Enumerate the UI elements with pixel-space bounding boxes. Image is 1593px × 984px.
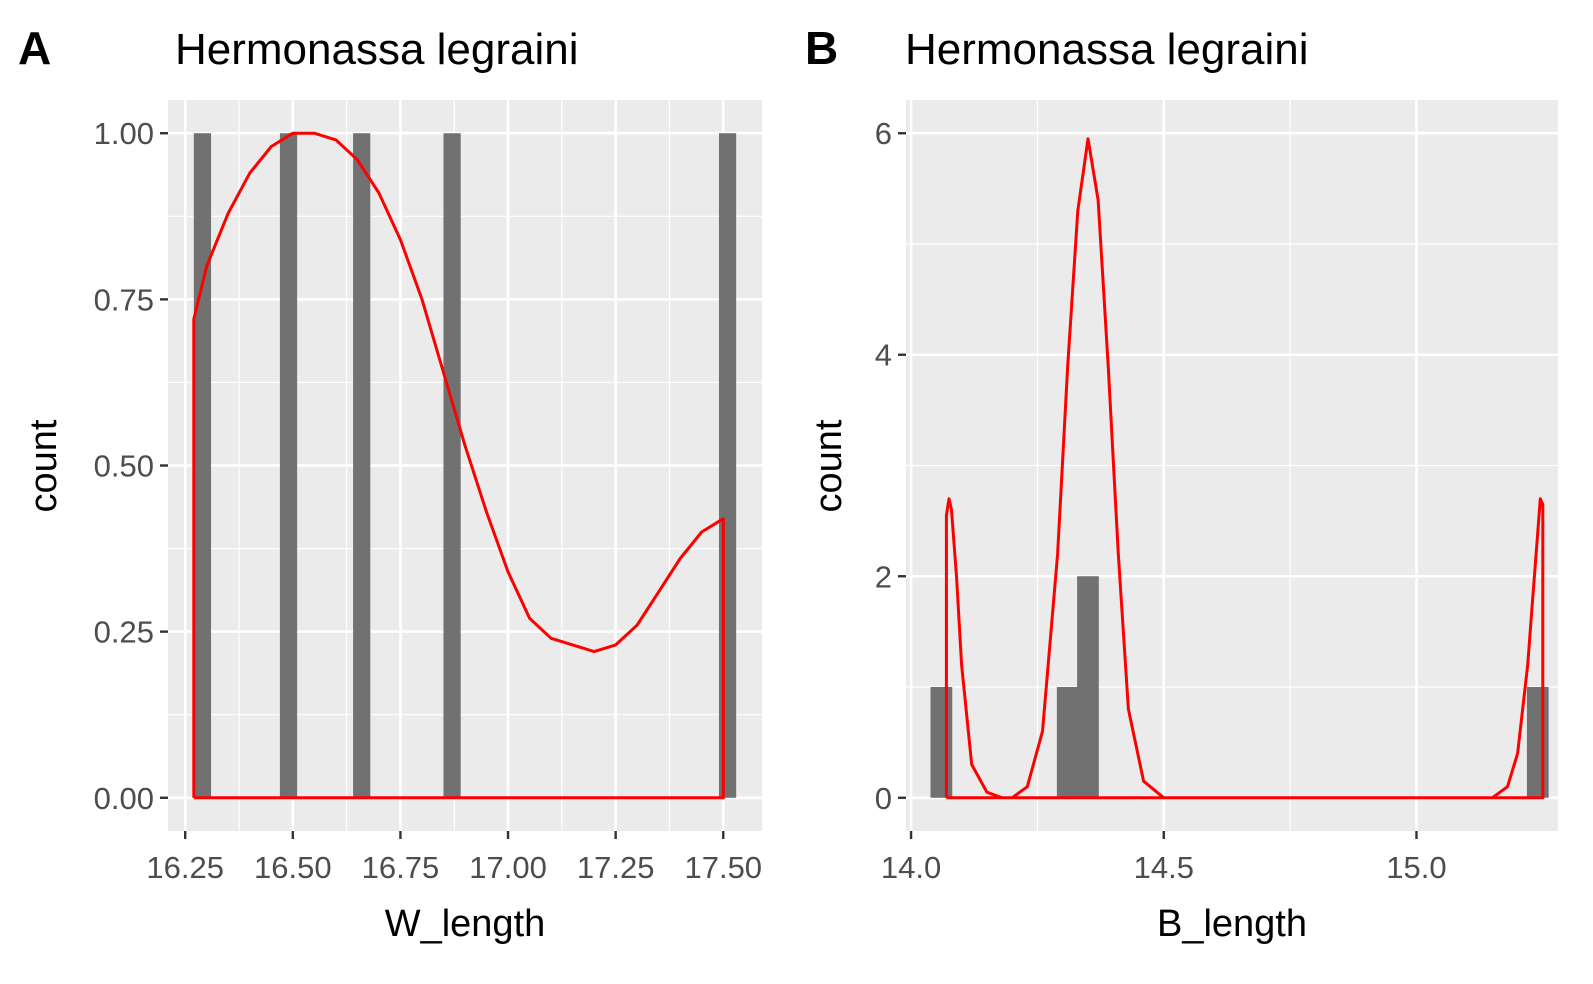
histogram-bar bbox=[353, 133, 371, 798]
x-tick-label: 14.0 bbox=[881, 850, 941, 885]
y-tick-label: 4 bbox=[875, 338, 892, 373]
y-tick-label: 0.50 bbox=[94, 449, 154, 484]
panel-a-x-axis: 16.25 16.50 16.75 17.00 17.25 17.50 bbox=[146, 831, 762, 885]
density-line bbox=[192, 131, 725, 800]
histogram-bar bbox=[1526, 687, 1549, 798]
panel-a-title: Hermonassa legraini bbox=[175, 25, 579, 74]
y-tick-label: 0 bbox=[875, 781, 892, 816]
y-tick-label: 0.00 bbox=[94, 781, 154, 816]
panel-a-bars bbox=[193, 133, 737, 798]
x-tick-label: 14.5 bbox=[1134, 850, 1194, 885]
x-tick-label: 17.25 bbox=[577, 850, 655, 885]
x-tick-label: 16.50 bbox=[254, 850, 332, 885]
panel-a-x-axis-label: W_length bbox=[385, 903, 546, 945]
panel-b-grid bbox=[906, 100, 1558, 831]
y-tick-label: 0.25 bbox=[94, 615, 154, 650]
y-tick-label: 2 bbox=[875, 559, 892, 594]
y-tick-label: 1.00 bbox=[94, 116, 154, 151]
panel-a-letter: A bbox=[18, 22, 51, 74]
histogram-bar bbox=[443, 133, 461, 798]
panel-a-y-axis: 0.00 0.25 0.50 0.75 1.00 bbox=[94, 116, 168, 816]
panel-b-x-axis: 14.0 14.5 15.0 bbox=[881, 831, 1447, 885]
panel-b-y-axis-label: count bbox=[808, 419, 850, 512]
panel-a-y-axis-label: count bbox=[23, 419, 65, 512]
histogram-bar bbox=[279, 133, 298, 798]
panel-a-density-layer bbox=[192, 131, 725, 800]
histogram-bar bbox=[718, 133, 737, 798]
x-tick-label: 17.00 bbox=[469, 850, 547, 885]
histogram-bar bbox=[193, 133, 212, 798]
panel-b-density-layer bbox=[944, 137, 1545, 800]
panel-b-letter: B bbox=[805, 22, 838, 74]
histogram-bar bbox=[1077, 576, 1099, 798]
density-line bbox=[944, 137, 1545, 800]
panel-b-y-axis: 0 2 4 6 bbox=[875, 116, 906, 816]
panel-b-title: Hermonassa legraini bbox=[905, 25, 1309, 74]
panel-b-x-axis-label: B_length bbox=[1157, 903, 1307, 945]
histogram-bar bbox=[1056, 687, 1079, 798]
histogram-bar bbox=[930, 687, 953, 798]
y-tick-label: 0.75 bbox=[94, 282, 154, 317]
x-tick-label: 17.50 bbox=[684, 850, 762, 885]
x-tick-label: 16.25 bbox=[146, 850, 224, 885]
x-tick-label: 16.75 bbox=[362, 850, 440, 885]
y-tick-label: 6 bbox=[875, 116, 892, 151]
x-tick-label: 15.0 bbox=[1386, 850, 1446, 885]
panel-a: A Hermonassa legraini 0.00 0.25 0.50 0.75 1.… bbox=[18, 22, 762, 945]
